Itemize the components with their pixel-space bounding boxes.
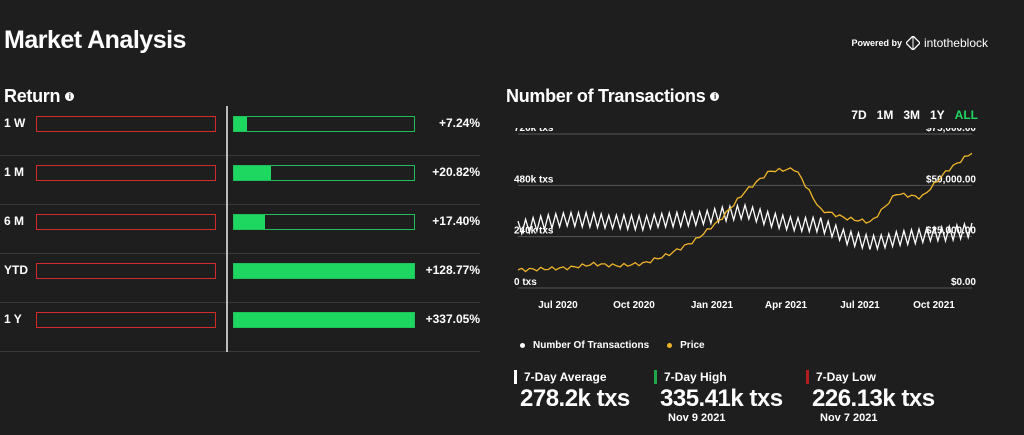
transactions-section-title: Number of Transactions i [506, 86, 720, 107]
return-period: 6 M [4, 214, 25, 228]
legend-price[interactable]: Price [667, 340, 705, 351]
powered-by-label: Powered by [851, 38, 902, 48]
x-tick-label: Oct 2020 [613, 300, 655, 311]
x-tick-label: Apr 2021 [765, 300, 808, 311]
x-tick-label: Jan 2021 [691, 300, 734, 311]
return-period: YTD [4, 263, 28, 277]
divider [226, 106, 228, 352]
return-row: 1 M +20.82% [0, 155, 480, 205]
negative-bar [36, 312, 216, 328]
stat-value: 278.2k txs [520, 385, 630, 412]
y-left-tick-label: 240k txs [514, 226, 554, 237]
return-section-title: Return i [4, 86, 75, 107]
stat-value: 226.13k txs [812, 385, 935, 412]
return-value: +7.24% [438, 116, 480, 130]
y-right-tick-label: $0.00 [951, 277, 976, 288]
tab-all[interactable]: ALL [954, 108, 978, 122]
brand-name: intotheblock [923, 36, 988, 50]
return-value: +128.77% [425, 263, 480, 277]
transactions-series-line [517, 202, 973, 252]
positive-bar [233, 214, 415, 230]
return-row: 6 M +17.40% [0, 204, 480, 254]
stat-date: Nov 7 2021 [820, 412, 878, 424]
return-value: +20.82% [432, 165, 480, 179]
powered-by[interactable]: Powered by intotheblock [851, 36, 988, 50]
return-row: 1 W +7.24% [0, 106, 480, 156]
stat-bar [654, 370, 657, 384]
stat-label: 7-Day Low [816, 370, 877, 384]
stat-label: 7-Day Average [524, 370, 607, 384]
return-period: 1 W [4, 116, 26, 130]
legend-dot-icon [520, 342, 525, 348]
legend-transactions[interactable]: Number Of Transactions [520, 340, 649, 351]
legend-transactions-label: Number Of Transactions [533, 340, 650, 351]
negative-bar [36, 165, 216, 181]
positive-bar-fill [234, 215, 266, 229]
y-left-tick-label: 480k txs [514, 174, 554, 185]
x-tick-label: Oct 2021 [913, 300, 955, 311]
legend-price-label: Price [680, 340, 705, 351]
return-value: +17.40% [432, 214, 480, 228]
x-tick-label: Jul 2020 [538, 300, 578, 311]
stat-bar [806, 370, 809, 384]
return-value: +337.05% [425, 312, 480, 326]
stat-date: Nov 9 2021 [668, 412, 726, 424]
transactions-title: Number of Transactions [506, 86, 706, 106]
info-icon[interactable]: i [65, 92, 75, 101]
return-period: 1 Y [4, 312, 22, 326]
transactions-chart[interactable]: 720k txs $75,000.00 480k txs $50,000.00 240k… [510, 128, 980, 313]
price-series-line [517, 152, 973, 273]
positive-bar-fill [234, 264, 414, 278]
negative-bar [36, 214, 216, 230]
positive-bar [233, 165, 415, 181]
positive-bar-fill [234, 166, 272, 180]
positive-bar [233, 263, 415, 279]
x-tick-label: Jul 2021 [840, 300, 880, 311]
legend-dot-icon [667, 342, 673, 348]
positive-bar [233, 312, 415, 328]
return-row: YTD +128.77% [0, 253, 480, 303]
tab-7d[interactable]: 7D [851, 108, 867, 122]
page-title: Market Analysis [4, 26, 186, 54]
positive-bar [233, 116, 415, 132]
intotheblock-logo-icon [905, 36, 920, 50]
range-tabs: 7D 1M 3M 1Y ALL [851, 108, 978, 122]
stat-bar [514, 370, 517, 384]
positive-bar-fill [234, 313, 414, 327]
negative-bar [36, 263, 216, 279]
y-left-tick-label: 720k txs [514, 128, 554, 134]
y-right-tick-label: $75,000.00 [926, 128, 976, 134]
stat-value: 335.41k txs [660, 385, 783, 412]
y-right-tick-label: $50,000.00 [926, 174, 976, 185]
tab-1m[interactable]: 1M [876, 108, 894, 122]
stat-label: 7-Day High [664, 370, 727, 384]
return-row: 1 Y +337.05% [0, 302, 480, 352]
return-title: Return [4, 86, 61, 106]
info-icon[interactable]: i [710, 92, 720, 101]
negative-bar [36, 116, 216, 132]
y-left-tick-label: 0 txs [514, 277, 537, 288]
positive-bar-fill [234, 117, 248, 131]
tab-1y[interactable]: 1Y [929, 108, 945, 122]
chart-legend: Number Of Transactions Price [520, 340, 705, 351]
return-period: 1 M [4, 165, 25, 179]
tab-3m[interactable]: 3M [903, 108, 920, 122]
